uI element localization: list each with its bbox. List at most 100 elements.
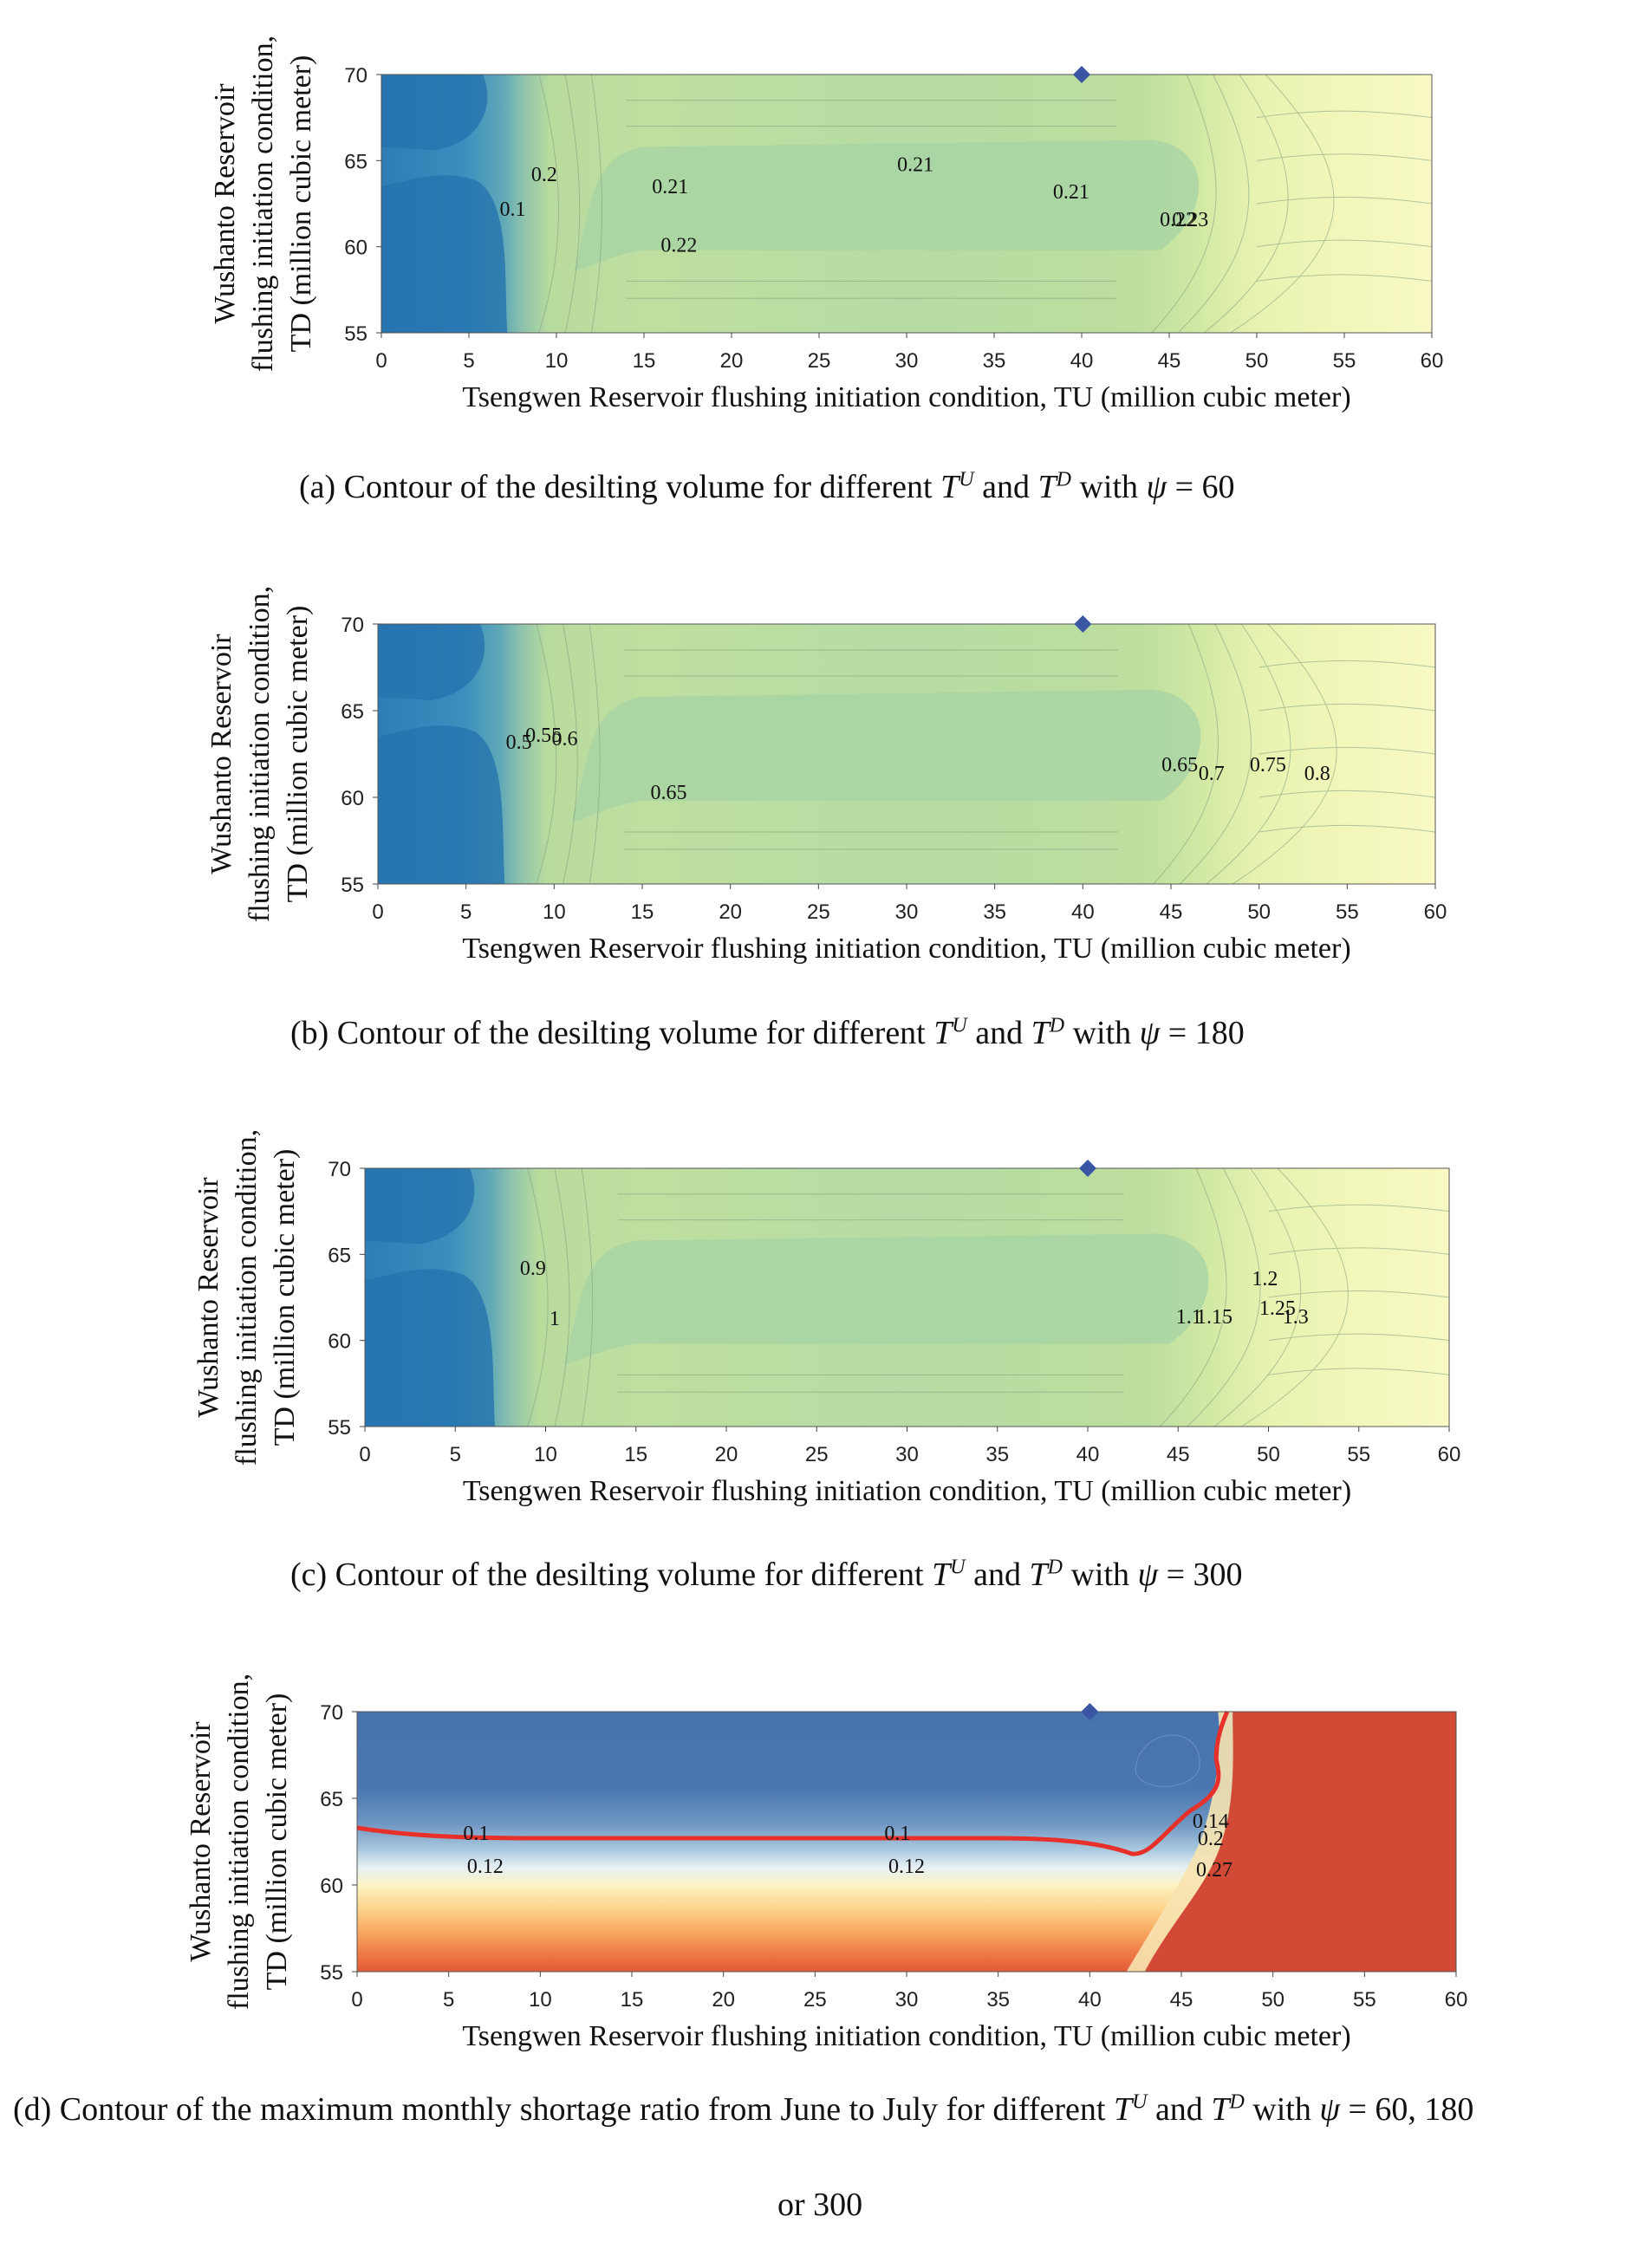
contour-label: 0.6 bbox=[552, 728, 578, 751]
x-tick-label: 60 bbox=[1438, 1443, 1461, 1466]
contour-field bbox=[365, 1167, 1450, 1427]
y-axis-label-line: flushing initiation condition, bbox=[223, 1674, 255, 2010]
x-tick-label: 5 bbox=[463, 349, 474, 373]
contour-label: 0.65 bbox=[651, 782, 687, 804]
contour-label: 0.75 bbox=[1250, 754, 1286, 777]
x-tick-label: 25 bbox=[805, 1443, 829, 1466]
contour-line-right-3 bbox=[1230, 74, 1335, 334]
y-tick-label: 60 bbox=[320, 1875, 343, 1898]
contour-blue-pocket-bottom bbox=[381, 175, 508, 333]
contour-label: 0.7 bbox=[1199, 763, 1225, 785]
contour-label: 0.9 bbox=[520, 1258, 546, 1280]
contour-line-right-1 bbox=[1187, 1167, 1261, 1427]
contour-label: 1.15 bbox=[1196, 1306, 1232, 1329]
x-tick-label: 55 bbox=[1333, 349, 1356, 373]
y-tick-label: 65 bbox=[320, 1788, 343, 1811]
x-axis-label: Tsengwen Reservoir flushing initiation c… bbox=[462, 2020, 1350, 2052]
contour-line-left-0 bbox=[536, 623, 557, 885]
x-axis-label: Tsengwen Reservoir flushing initiation c… bbox=[462, 933, 1350, 965]
y-axis-label-line: Wushanto Reservoir bbox=[185, 1721, 217, 1962]
x-axis-label: Tsengwen Reservoir flushing initiation c… bbox=[463, 1475, 1351, 1507]
x-tick-label: 10 bbox=[534, 1443, 557, 1466]
contour-label: 1.1 bbox=[1176, 1306, 1202, 1329]
x-tick-label: 60 bbox=[1445, 1988, 1468, 2012]
contour-line-left-1 bbox=[554, 1167, 570, 1427]
panel-b: 0 5 10 15 20 25 30 35 40 45 50 55 60 55 60 65 70 Tsengwen… bbox=[205, 586, 1447, 965]
contour-label: 1 bbox=[550, 1308, 560, 1330]
y-axis-label-line: TD (million cubic meter) bbox=[261, 1693, 293, 1991]
contour-blue-pocket-top bbox=[378, 624, 485, 700]
x-tick-label: 45 bbox=[1167, 1443, 1190, 1466]
contour-blue-pocket-top bbox=[365, 1168, 475, 1245]
contour-label: 0.23 bbox=[1172, 209, 1208, 231]
y-axis-label-line: Wushanto Reservoir bbox=[209, 83, 241, 324]
contour-line-far-right-2 bbox=[1256, 196, 1433, 205]
y-axis-label-line: TD (million cubic meter) bbox=[282, 606, 314, 903]
x-tick-label: 40 bbox=[1076, 1443, 1100, 1466]
contour-line-far-right-0 bbox=[1259, 824, 1436, 833]
contour-line-left-1 bbox=[564, 74, 581, 334]
y-axis-label-line: TD (million cubic meter) bbox=[269, 1149, 301, 1446]
x-tick-label: 40 bbox=[1070, 349, 1094, 373]
contour-line-far-right-3 bbox=[1268, 1247, 1450, 1255]
contour-core-region bbox=[571, 690, 1201, 822]
x-tick-label: 5 bbox=[450, 1443, 461, 1466]
contour-label: 0.22 bbox=[1160, 209, 1196, 231]
contour-core-region bbox=[563, 1233, 1209, 1365]
contour-field bbox=[378, 623, 1436, 885]
x-tick-label: 20 bbox=[720, 349, 744, 373]
x-tick-label: 35 bbox=[985, 1443, 1009, 1466]
y-tick-label: 60 bbox=[341, 787, 364, 810]
caption-d: (d) Contour of the maximum monthly short… bbox=[13, 2090, 1474, 2128]
x-tick-label: 0 bbox=[375, 349, 387, 373]
contour-line-right-0 bbox=[1153, 623, 1219, 885]
contour-label: 0.21 bbox=[652, 176, 688, 198]
x-tick-label: 15 bbox=[624, 1443, 647, 1466]
contour-line-far-right-4 bbox=[1268, 1204, 1450, 1212]
x-tick-label: 40 bbox=[1078, 1988, 1102, 2012]
contour-label: 1.25 bbox=[1259, 1297, 1296, 1320]
x-tick-label: 35 bbox=[983, 900, 1006, 924]
y-axis-label-line: flushing initiation condition, bbox=[231, 1129, 263, 1466]
panel-a: 0 5 10 15 20 25 30 35 40 45 50 55 60 55 60 65 70 Tsengwen… bbox=[209, 36, 1443, 413]
marker-diamond bbox=[1081, 1703, 1099, 1720]
x-tick-label: 50 bbox=[1247, 900, 1271, 924]
x-tick-label: 35 bbox=[986, 1988, 1010, 2012]
x-tick-label: 35 bbox=[983, 349, 1006, 373]
contour-label: 0.22 bbox=[660, 235, 697, 257]
contour-line-far-right-1 bbox=[1259, 790, 1436, 798]
contour-label: 1.2 bbox=[1252, 1268, 1278, 1290]
contour-line-far-right-0 bbox=[1268, 1368, 1450, 1375]
x-tick-label: 50 bbox=[1257, 1443, 1280, 1466]
contour-line-far-right-3 bbox=[1259, 703, 1436, 712]
y-axis-label-line: Wushanto Reservoir bbox=[192, 1177, 224, 1418]
contour-label: 0.21 bbox=[897, 153, 933, 176]
contour-line-far-right-0 bbox=[1256, 274, 1433, 282]
marker-diamond bbox=[1079, 1160, 1096, 1177]
x-tick-label: 15 bbox=[631, 900, 654, 924]
x-tick-label: 50 bbox=[1261, 1988, 1285, 2012]
contour-lines bbox=[536, 623, 1436, 885]
x-tick-label: 60 bbox=[1424, 900, 1447, 924]
contour-red-region bbox=[1144, 1712, 1456, 1972]
x-tick-label: 30 bbox=[895, 900, 919, 924]
marker-diamond bbox=[1074, 615, 1092, 633]
contour-blue-pocket-bottom bbox=[365, 1269, 496, 1427]
x-tick-label: 15 bbox=[621, 1988, 644, 2012]
contour-label: 0.1 bbox=[500, 198, 526, 221]
x-tick-label: 5 bbox=[460, 900, 472, 924]
contour-line-right-3 bbox=[1232, 623, 1337, 885]
x-tick-label: 25 bbox=[807, 900, 830, 924]
y-tick-label: 55 bbox=[320, 1961, 343, 1985]
y-axis-label-line: TD (million cubic meter) bbox=[285, 55, 317, 353]
y-tick-label: 60 bbox=[344, 237, 367, 260]
contour-line-far-right-4 bbox=[1259, 660, 1436, 668]
x-axis-label: Tsengwen Reservoir flushing initiation c… bbox=[462, 381, 1350, 413]
x-tick-label: 45 bbox=[1160, 900, 1183, 924]
caption-a: (a) Contour of the desilting volume for … bbox=[299, 468, 1235, 505]
contour-label: 0.27 bbox=[1196, 1859, 1232, 1882]
highlight-contour-line bbox=[356, 1711, 1230, 1856]
caption-c: (c) Contour of the desilting volume for … bbox=[290, 1556, 1243, 1593]
contour-label: 0.12 bbox=[467, 1856, 504, 1878]
contour-label: 0.2 bbox=[1198, 1828, 1224, 1850]
